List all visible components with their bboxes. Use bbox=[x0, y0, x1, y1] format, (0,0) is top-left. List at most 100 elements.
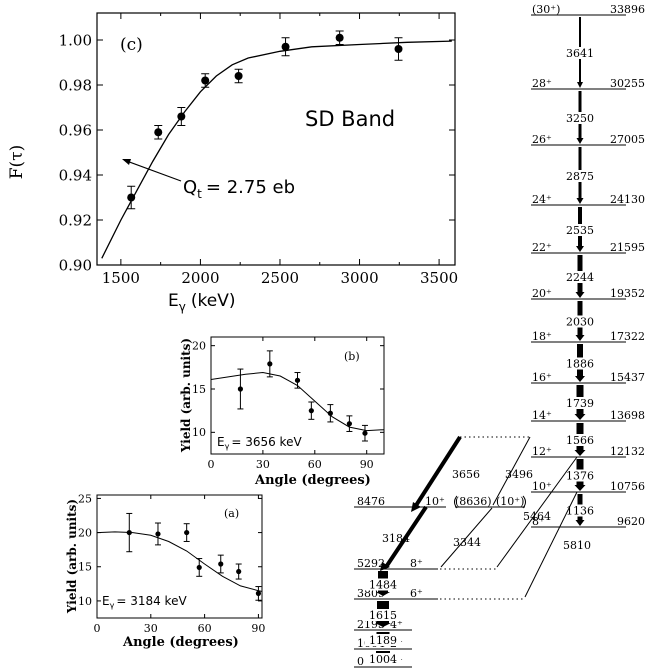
pc-ytick-label: 0.94 bbox=[59, 166, 92, 184]
fit-label-rest: = 2.75 eb bbox=[206, 177, 295, 198]
pc-ytick-label: 0.96 bbox=[59, 121, 92, 139]
pc-data-point bbox=[154, 128, 163, 137]
sd-transition-label-bg bbox=[563, 170, 597, 182]
pb-ytick-label: 10 bbox=[192, 426, 206, 439]
sd-level-energy: 9620 bbox=[617, 515, 645, 528]
linking-transition-energy: 5810 bbox=[563, 539, 591, 552]
pa-data-point bbox=[236, 568, 242, 575]
pb-data-point bbox=[308, 408, 314, 414]
pb-data-point bbox=[327, 410, 333, 416]
gs-transition-energy: 1484 bbox=[369, 579, 397, 592]
pa-ytick-label: 10 bbox=[78, 595, 92, 608]
panel-b-xlabel: Angle (degrees) bbox=[254, 473, 371, 488]
sd-level-spin: 12⁺ bbox=[532, 445, 552, 458]
panel-c-fit-curve bbox=[101, 40, 452, 259]
sd-transition-energy: 1376 bbox=[566, 470, 594, 483]
sd-level-energy: 30255 bbox=[610, 77, 645, 90]
sd-transition-energy: 1739 bbox=[566, 397, 594, 410]
sd-transition-energy: 1566 bbox=[566, 434, 594, 447]
sd-band: (30⁺) 33896 28⁺ 30255 26⁺ 27005 24⁺ 24130 22⁺ 215… bbox=[531, 3, 645, 528]
pa-xtick-label: 30 bbox=[144, 622, 158, 635]
sd-transition-arrowhead bbox=[575, 292, 585, 298]
panel-a-fit-curve bbox=[96, 531, 263, 592]
pb-data-point bbox=[237, 386, 244, 392]
sd-level-spin: 14⁺ bbox=[532, 409, 552, 422]
panel-c-chart: 1500 2000 2500 3000 3500 0.90 0.92 0.94 0.96 0.98… bbox=[7, 12, 458, 314]
panel-c-xlabel-sub: γ bbox=[179, 300, 186, 314]
sd-level-spin: 26⁺ bbox=[532, 133, 552, 146]
sd-level-spin: 28⁺ bbox=[532, 77, 552, 90]
gs-transition-energy: 1004 bbox=[369, 653, 397, 666]
fit-label-q: Q bbox=[183, 177, 197, 198]
panel-a-energy-label: Eγ = 3184 keV bbox=[102, 594, 187, 610]
pb-xtick-label: 0 bbox=[208, 458, 215, 471]
linking-transition-energy: 3184 bbox=[382, 532, 410, 545]
sd-level-energy: 33896 bbox=[610, 3, 645, 16]
sd-transition-arrowhead bbox=[574, 450, 586, 456]
panel-c-label: (c) bbox=[120, 35, 143, 55]
fit-label-sub: t bbox=[197, 187, 202, 201]
pc-data-point bbox=[335, 33, 344, 42]
pc-ytick-label: 0.98 bbox=[59, 76, 92, 94]
sd-transition-label-bg bbox=[563, 315, 597, 328]
low-level-energy: 5292 bbox=[357, 557, 385, 570]
sd-level-spin: 20⁺ bbox=[532, 287, 552, 300]
linking-arrowhead bbox=[411, 502, 421, 512]
panel-c-annotation: SD Band bbox=[305, 107, 395, 131]
pa-data-point bbox=[255, 590, 262, 597]
sd-transition-arrowhead bbox=[576, 246, 584, 252]
panel-a-energy-rest: = 3184 keV bbox=[116, 594, 187, 608]
panel-a-label: (a) bbox=[224, 507, 239, 520]
sd-transition-energy: 1136 bbox=[566, 505, 594, 518]
panel-a-ylabel: Yield (arb. units) bbox=[65, 499, 79, 614]
pc-xtick-label: 2000 bbox=[181, 269, 219, 287]
pa-data-point bbox=[126, 529, 132, 536]
pa-data-point bbox=[184, 529, 190, 536]
linking-transition-3656 bbox=[413, 435, 462, 509]
pa-xtick-label: 90 bbox=[251, 622, 265, 635]
panel-c-xlabel-unit: (keV) bbox=[191, 291, 236, 311]
pc-data-point bbox=[394, 45, 403, 53]
tentative-level-bracket bbox=[454, 495, 526, 509]
sd-level-spin: 22⁺ bbox=[532, 241, 552, 254]
panel-a-points bbox=[126, 512, 262, 601]
sd-level-energy: 10756 bbox=[610, 480, 645, 493]
sd-transition-label-bg bbox=[563, 504, 597, 517]
panel-b-ticks: 0 30 60 90 10 15 20 bbox=[192, 337, 384, 471]
panel-a-energy-e: E bbox=[102, 594, 110, 608]
gs-transition-energy: 1189 bbox=[369, 634, 397, 647]
sd-transition-label-bg bbox=[563, 469, 597, 482]
pb-ytick-label: 20 bbox=[192, 340, 206, 353]
sd-transition-energy: 2030 bbox=[566, 316, 594, 329]
sd-transition-arrowhead bbox=[577, 82, 583, 88]
panel-c-frame bbox=[96, 12, 456, 266]
sd-transition-label-bg bbox=[563, 112, 597, 124]
linking-transition-3184 bbox=[384, 505, 428, 569]
sd-transition-energy: 2875 bbox=[566, 170, 594, 183]
pa-ytick-label: 25 bbox=[78, 492, 92, 505]
pc-xtick-label: 3000 bbox=[340, 269, 378, 287]
pc-xtick-label: 1500 bbox=[102, 269, 140, 287]
gs-transition-label-bg bbox=[365, 578, 401, 591]
sd-level-energy: 19352 bbox=[610, 287, 645, 300]
linking-transition-energy: 3656 bbox=[452, 468, 480, 481]
low-level-spin: 6⁺ bbox=[410, 587, 423, 600]
linking-transitions: 3656 3496 5464 3184 3344 5810 bbox=[380, 435, 591, 600]
gs-transition-arrowhead bbox=[375, 623, 391, 627]
panel-a-ticks: 0 30 60 90 10 15 20 25 bbox=[78, 492, 265, 635]
low-level-energy: 0 bbox=[357, 655, 364, 668]
sd-transition-energy: 2244 bbox=[566, 271, 594, 284]
pc-data-point bbox=[127, 193, 136, 202]
linking-arrowhead bbox=[380, 562, 390, 571]
sd-level-energy: 12132 bbox=[610, 445, 645, 458]
sd-transition-label-bg bbox=[563, 224, 597, 236]
low-level-spin: 10⁺ bbox=[425, 495, 445, 508]
sd-transition-energy: 3641 bbox=[566, 47, 594, 60]
sd-level-energy: 17322 bbox=[610, 330, 645, 343]
sd-level-energy: 24130 bbox=[610, 193, 645, 206]
pa-data-point bbox=[218, 561, 224, 567]
panel-c-xlabel: Eγ (keV) bbox=[168, 291, 235, 314]
pc-xtick-label: 2500 bbox=[261, 269, 299, 287]
pc-data-point bbox=[281, 42, 290, 51]
